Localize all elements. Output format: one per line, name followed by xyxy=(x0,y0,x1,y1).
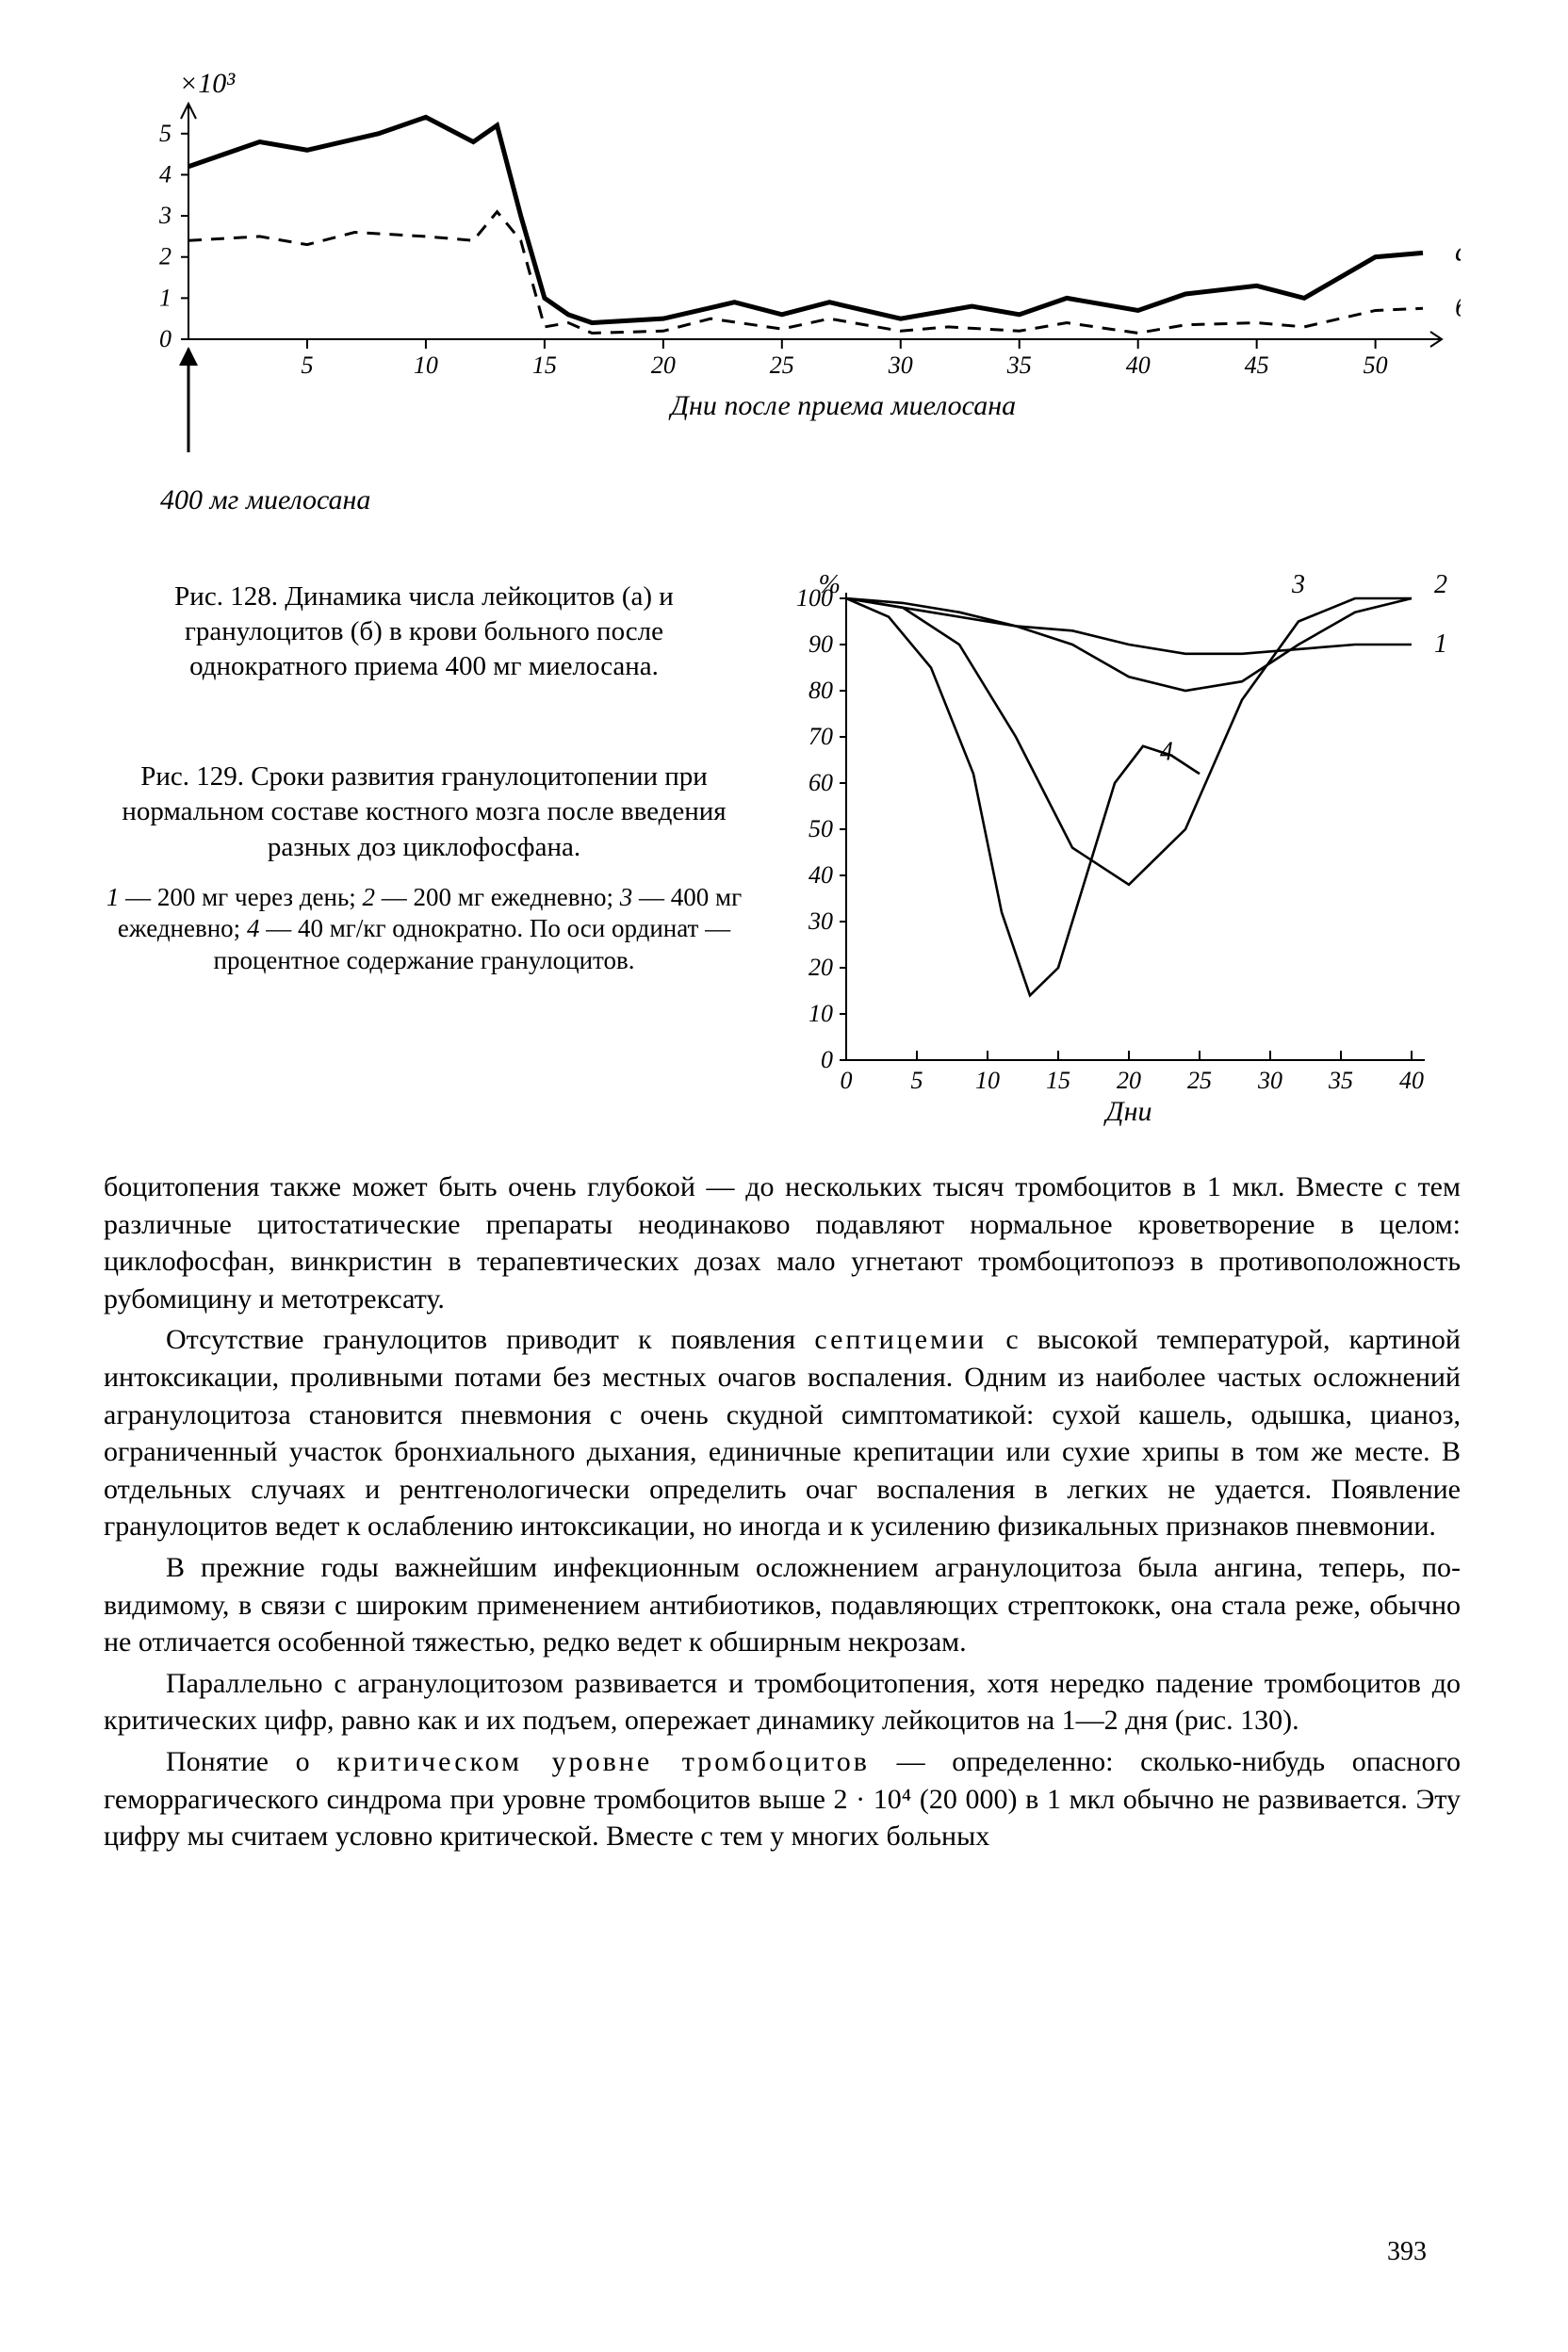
svg-text:3: 3 xyxy=(158,202,172,229)
p2-spaced: септицемии xyxy=(814,1324,987,1355)
svg-text:0: 0 xyxy=(821,1046,833,1073)
svg-text:5: 5 xyxy=(301,351,313,379)
svg-text:35: 35 xyxy=(1006,351,1032,379)
svg-text:25: 25 xyxy=(770,351,794,379)
paragraph-5: Понятие о критическом уровне тромбоцитов… xyxy=(104,1743,1461,1855)
svg-text:45: 45 xyxy=(1245,351,1269,379)
svg-text:25: 25 xyxy=(1187,1067,1212,1094)
svg-text:60: 60 xyxy=(808,769,833,796)
legend-129: 1 — 200 мг через день; 2 — 200 мг ежедне… xyxy=(104,882,744,977)
svg-text:Дни после приема миелоса: Дни после приема миелосана xyxy=(668,390,1016,421)
svg-text:90: 90 xyxy=(808,630,833,658)
legend-129-text: 200 мг через день; xyxy=(157,883,356,911)
svg-text:15: 15 xyxy=(532,351,557,379)
captions-and-chart129: Рис. 128. Динамика числа лейкоцитов (а) … xyxy=(104,570,1461,1140)
svg-text:4: 4 xyxy=(159,160,172,188)
svg-text:0: 0 xyxy=(841,1067,853,1094)
svg-text:3: 3 xyxy=(1291,570,1305,599)
svg-text:100: 100 xyxy=(796,584,833,612)
caption-129: Рис. 129. Сроки развития гранулоцитопени… xyxy=(104,760,744,864)
svg-text:а: а xyxy=(1455,236,1461,267)
svg-text:40: 40 xyxy=(808,861,833,889)
svg-text:50: 50 xyxy=(1364,351,1388,379)
svg-text:×10³: ×10³ xyxy=(179,68,236,99)
chart-128-svg: 012345×10³5101520253035404550абДни после… xyxy=(104,57,1461,547)
svg-text:10: 10 xyxy=(975,1067,1000,1094)
paragraph-3: В прежние годы важнейшим инфекционным ос… xyxy=(104,1549,1461,1661)
svg-text:400 мг миелосана: 400 мг миелосана xyxy=(160,484,370,515)
svg-text:1: 1 xyxy=(159,284,172,311)
svg-text:5: 5 xyxy=(911,1067,923,1094)
paragraph-4: Параллельно с агранулоцитозом развиваетс… xyxy=(104,1665,1461,1740)
chart-128: 012345×10³5101520253035404550абДни после… xyxy=(104,57,1461,551)
svg-text:20: 20 xyxy=(651,351,676,379)
svg-text:1: 1 xyxy=(1434,629,1447,659)
page-number: 393 xyxy=(1387,2237,1427,2267)
chart-129-svg: %01020304050607080901000510152025303540Д… xyxy=(771,570,1449,1135)
svg-text:35: 35 xyxy=(1328,1067,1353,1094)
svg-text:80: 80 xyxy=(808,677,833,704)
svg-text:15: 15 xyxy=(1046,1067,1070,1094)
p2-part-a: Отсутствие гранулоцитов приводит к появл… xyxy=(166,1324,814,1355)
p2-part-c: с высокой температурой, картиной интокси… xyxy=(104,1324,1461,1542)
svg-text:20: 20 xyxy=(1117,1067,1141,1094)
caption-128: Рис. 128. Динамика числа лейкоцитов (а) … xyxy=(104,580,744,684)
svg-text:30: 30 xyxy=(808,907,833,935)
p5-spaced: критическом уровне тромбоцитов xyxy=(336,1746,870,1777)
svg-text:10: 10 xyxy=(808,1000,833,1027)
p5-part-a: Понятие о xyxy=(166,1746,336,1777)
svg-text:30: 30 xyxy=(1257,1067,1282,1094)
svg-text:4: 4 xyxy=(1160,738,1173,767)
svg-text:50: 50 xyxy=(808,815,833,842)
svg-text:40: 40 xyxy=(1399,1067,1424,1094)
svg-text:2: 2 xyxy=(1434,570,1447,599)
svg-text:0: 0 xyxy=(159,325,172,352)
paragraph-2: Отсутствие гранулоцитов приводит к появл… xyxy=(104,1321,1461,1545)
paragraph-1: боцитопения также может быть очень глубо… xyxy=(104,1168,1461,1317)
svg-text:10: 10 xyxy=(414,351,438,379)
svg-text:Дни: Дни xyxy=(1103,1096,1152,1127)
svg-text:20: 20 xyxy=(808,954,833,981)
svg-text:40: 40 xyxy=(1126,351,1151,379)
svg-text:2: 2 xyxy=(159,243,172,270)
svg-text:70: 70 xyxy=(808,723,833,750)
svg-text:30: 30 xyxy=(888,351,913,379)
svg-text:5: 5 xyxy=(159,120,172,147)
svg-text:б: б xyxy=(1455,291,1461,322)
